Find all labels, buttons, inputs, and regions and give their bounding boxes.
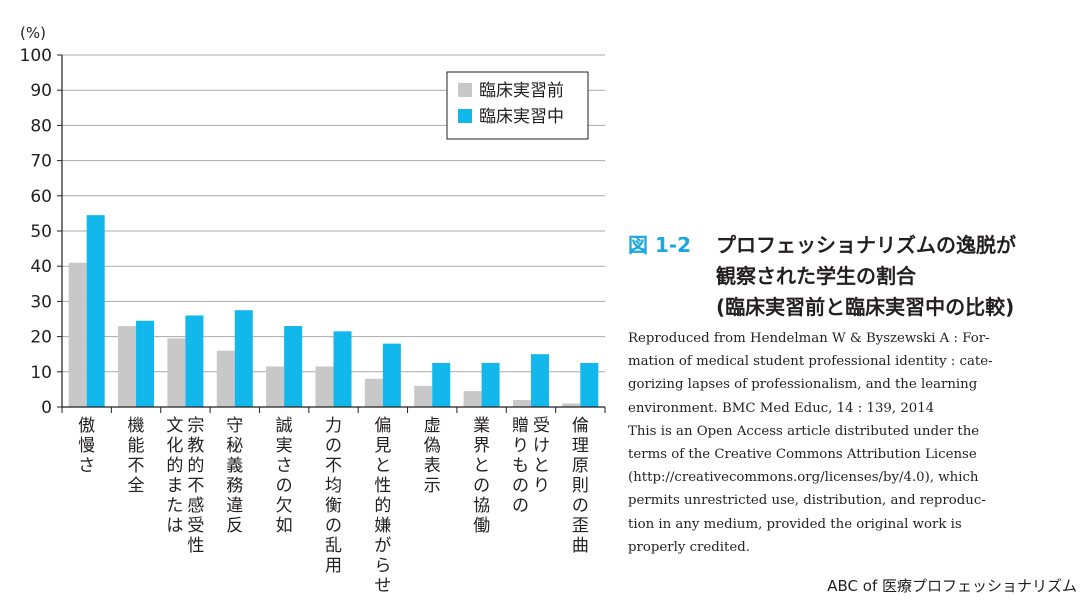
bar-during-8: [481, 363, 500, 407]
bar-pre-1: [118, 326, 137, 407]
bar-pre-6: [364, 378, 383, 407]
y-axis-ticks: 0 10 20 30 40 50 60 70 80 90 100: [20, 46, 62, 418]
x-category-label-column: 業界との協働: [473, 416, 490, 536]
bar-during-10: [580, 363, 599, 407]
bar-pre-0: [68, 262, 87, 407]
y-tick-label: 20: [30, 328, 52, 348]
x-category-label-column: 受けとり: [533, 416, 550, 496]
reference-line: tion in any medium, provided the origina…: [628, 516, 962, 532]
legend-swatch: [458, 83, 472, 97]
bar-during-6: [382, 343, 401, 407]
reference-line: Reproduced from Hendelman W & Byszewski …: [628, 331, 990, 346]
bar-pre-8: [463, 391, 482, 407]
bar-during-1: [136, 320, 155, 407]
reference-line: terms of the Creative Commons Attributio…: [628, 447, 977, 463]
x-category-label-column: 誠実さの欠如: [276, 416, 293, 536]
y-tick-label: 100: [20, 46, 52, 66]
x-category-label-column: 倫理原則の歪曲: [572, 416, 589, 556]
x-category-label: 業界との協働: [473, 416, 490, 536]
reference-line: properly credited.: [628, 539, 750, 555]
bar-pre-2: [167, 338, 186, 407]
x-category-label-column: 機能不全: [128, 416, 145, 496]
legend-label: 臨床実習前: [479, 81, 564, 101]
y-tick-label: 10: [30, 363, 52, 383]
reference-text: Reproduced from Hendelman W & Byszewski …: [628, 327, 1062, 559]
footer-book-title: ABC of 医療プロフェッショナリズム: [827, 577, 1077, 595]
bar-during-3: [234, 310, 253, 407]
x-category-label: 守秘義務違反: [226, 416, 243, 536]
y-tick-label: 30: [30, 292, 52, 312]
bar-during-5: [333, 331, 352, 407]
legend-label: 臨床実習中: [479, 107, 564, 127]
figure-caption: 図 1-2 プロフェッショナリズムの逸脱が 観察された学生の割合 (臨床実習前と…: [628, 230, 1068, 559]
y-tick-label: 90: [30, 81, 52, 101]
reference-line: This is an Open Access article distribut…: [628, 423, 980, 439]
reference-line: gorizing lapses of professionalism, and …: [628, 377, 978, 393]
x-category-label-column: 力の不均衡の乱用: [325, 416, 342, 576]
x-category-label: 倫理原則の歪曲: [572, 416, 589, 556]
bar-during-0: [86, 215, 105, 407]
figure-title-line: 観察された学生の割合: [716, 264, 916, 288]
bars: [68, 215, 599, 407]
x-category-label-column: 文化的または: [166, 416, 183, 536]
figure-number: 図 1-2: [628, 233, 692, 257]
x-category-label-column: 宗教的不感受性: [187, 416, 204, 556]
figure-title-line: (臨床実習前と臨床実習中の比較): [716, 295, 1015, 319]
reference-line: (http://creativecommons.org/licenses/by/…: [628, 470, 979, 486]
x-category-label-column: 偏見と性的嫌がらせ: [374, 416, 391, 596]
figure-heading: 図 1-2 プロフェッショナリズムの逸脱が 観察された学生の割合 (臨床実習前と…: [628, 230, 1068, 323]
x-category-label: 傲慢さ: [78, 416, 95, 476]
bar-during-4: [284, 326, 303, 407]
x-category-label: 偏見と性的嫌がらせ: [374, 416, 391, 596]
figure-title-line: プロフェッショナリズムの逸脱が: [716, 233, 1016, 257]
bar-during-9: [530, 354, 549, 407]
x-category-label-column: 守秘義務違反: [226, 416, 243, 536]
x-category-label: 虚偽表示: [424, 416, 441, 496]
bar-pre-3: [216, 350, 235, 407]
x-category-label: 力の不均衡の乱用: [325, 416, 342, 576]
y-tick-label: 60: [30, 187, 52, 207]
figure-title: プロフェッショナリズムの逸脱が 観察された学生の割合 (臨床実習前と臨床実習中の…: [716, 230, 1016, 323]
bar-during-7: [432, 363, 451, 407]
y-tick-label: 0: [41, 398, 52, 418]
x-category-label-column: 贈りものの: [512, 416, 529, 516]
reference-line: permits unrestricted use, distribution, …: [628, 493, 986, 509]
reference-line: mation of medical student professional i…: [628, 354, 993, 370]
bar-pre-7: [414, 385, 433, 407]
reference-line: environment. BMC Med Educ, 14 : 139, 201…: [628, 400, 935, 416]
legend-swatch: [458, 109, 472, 123]
x-category-label: 誠実さの欠如: [276, 416, 293, 536]
y-tick-label: 50: [30, 222, 52, 242]
y-tick-label: 70: [30, 152, 52, 172]
x-category-label: 機能不全: [128, 416, 145, 496]
y-axis-label: (%): [20, 24, 46, 42]
x-category-label-column: 傲慢さ: [78, 416, 95, 476]
x-category-label-column: 虚偽表示: [424, 416, 441, 496]
bar-pre-5: [315, 366, 334, 407]
bar-chart: 0 10 20 30 40 50 60 70 80 90 100 (%) 傲慢さ 機能不全 宗教的不感受…: [20, 24, 606, 596]
bar-during-2: [185, 315, 204, 407]
bar-pre-9: [512, 399, 531, 407]
y-tick-label: 40: [30, 257, 52, 277]
bar-pre-4: [266, 366, 285, 407]
y-tick-label: 80: [30, 116, 52, 136]
bar-pre-10: [562, 403, 581, 407]
